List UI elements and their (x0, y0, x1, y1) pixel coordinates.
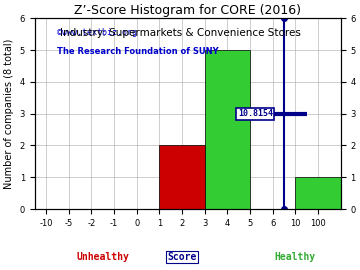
Y-axis label: Number of companies (8 total): Number of companies (8 total) (4, 39, 14, 189)
Text: Score: Score (167, 252, 197, 262)
Bar (159, 146, 205, 209)
Text: Healthy: Healthy (275, 252, 316, 262)
Title: Z’-Score Histogram for CORE (2016): Z’-Score Histogram for CORE (2016) (74, 4, 301, 17)
Text: Unhealthy: Unhealthy (76, 252, 129, 262)
Bar (205, 50, 250, 209)
Text: 10.8154: 10.8154 (238, 109, 273, 118)
Bar (296, 177, 341, 209)
Text: Industry: Supermarkets & Convenience Stores: Industry: Supermarkets & Convenience Sto… (59, 28, 301, 38)
Text: ©www.textbiz.org: ©www.textbiz.org (58, 28, 138, 37)
Text: The Research Foundation of SUNY: The Research Foundation of SUNY (58, 47, 219, 56)
